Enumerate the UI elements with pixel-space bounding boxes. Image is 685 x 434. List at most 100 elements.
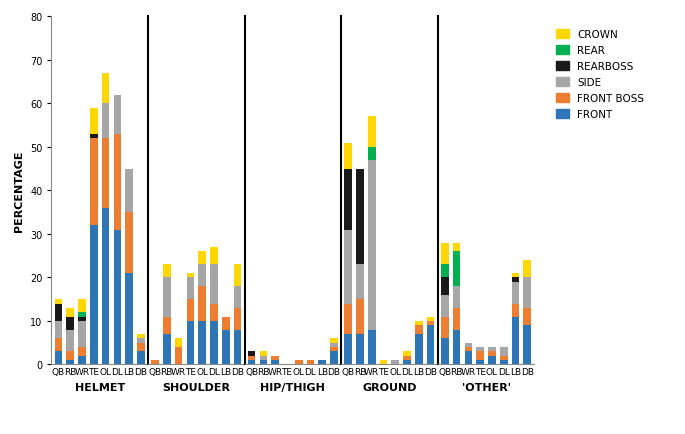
- Bar: [368, 330, 375, 365]
- Bar: [114, 135, 121, 230]
- Bar: [125, 169, 133, 213]
- Y-axis label: PERCENTAGE: PERCENTAGE: [14, 150, 25, 232]
- Bar: [55, 299, 62, 304]
- Bar: [210, 304, 218, 321]
- Bar: [163, 334, 171, 365]
- Bar: [199, 321, 206, 365]
- Bar: [55, 339, 62, 352]
- Bar: [488, 352, 496, 356]
- Bar: [151, 360, 159, 365]
- Bar: [66, 308, 74, 317]
- Bar: [476, 347, 484, 352]
- Bar: [66, 352, 74, 360]
- Bar: [102, 104, 110, 139]
- Bar: [403, 352, 411, 356]
- Bar: [441, 243, 449, 265]
- Bar: [307, 360, 314, 365]
- Bar: [500, 356, 508, 360]
- Bar: [427, 317, 434, 321]
- Bar: [464, 352, 472, 365]
- X-axis label: HELMET: HELMET: [75, 382, 125, 392]
- Bar: [271, 360, 279, 365]
- Bar: [379, 360, 387, 365]
- Bar: [453, 330, 460, 365]
- Bar: [186, 273, 194, 278]
- Bar: [78, 299, 86, 312]
- Bar: [186, 299, 194, 321]
- Bar: [441, 317, 449, 339]
- Bar: [78, 321, 86, 347]
- Bar: [368, 148, 375, 161]
- Bar: [319, 360, 326, 365]
- X-axis label: SHOULDER: SHOULDER: [162, 382, 230, 392]
- Bar: [175, 347, 182, 365]
- Bar: [199, 265, 206, 286]
- Bar: [78, 356, 86, 365]
- Bar: [186, 321, 194, 365]
- Bar: [345, 334, 352, 365]
- Legend: CROWN, REAR, REARBOSS, SIDE, FRONT BOSS, FRONT: CROWN, REAR, REARBOSS, SIDE, FRONT BOSS,…: [553, 27, 647, 123]
- Bar: [90, 139, 97, 226]
- Bar: [199, 252, 206, 265]
- Bar: [464, 343, 472, 347]
- Bar: [125, 273, 133, 365]
- Bar: [137, 352, 145, 365]
- Bar: [175, 339, 182, 347]
- Bar: [512, 282, 519, 304]
- Bar: [441, 339, 449, 365]
- Bar: [102, 139, 110, 208]
- Bar: [427, 326, 434, 365]
- Bar: [66, 330, 74, 352]
- Bar: [55, 352, 62, 365]
- Bar: [330, 339, 338, 343]
- Bar: [453, 286, 460, 308]
- Bar: [345, 169, 352, 230]
- Bar: [137, 339, 145, 343]
- Bar: [271, 356, 279, 360]
- Bar: [356, 169, 364, 265]
- Bar: [453, 243, 460, 252]
- Bar: [523, 278, 531, 308]
- Bar: [55, 304, 62, 321]
- Bar: [415, 321, 423, 326]
- Bar: [356, 265, 364, 299]
- Bar: [415, 326, 423, 334]
- Bar: [222, 317, 229, 330]
- Bar: [403, 360, 411, 365]
- Bar: [415, 334, 423, 365]
- Bar: [210, 321, 218, 365]
- X-axis label: HIP/THIGH: HIP/THIGH: [260, 382, 325, 392]
- Bar: [476, 352, 484, 360]
- Bar: [500, 347, 508, 356]
- Bar: [234, 308, 241, 330]
- Bar: [78, 317, 86, 321]
- Bar: [102, 208, 110, 365]
- Bar: [356, 299, 364, 334]
- Bar: [368, 117, 375, 148]
- Bar: [523, 308, 531, 326]
- X-axis label: GROUND: GROUND: [362, 382, 416, 392]
- Bar: [248, 352, 256, 356]
- Bar: [260, 352, 267, 356]
- Bar: [210, 265, 218, 304]
- Bar: [330, 347, 338, 352]
- Bar: [90, 226, 97, 365]
- Bar: [403, 356, 411, 360]
- Bar: [78, 347, 86, 356]
- Bar: [441, 295, 449, 317]
- Bar: [163, 278, 171, 317]
- Bar: [260, 360, 267, 365]
- Bar: [476, 360, 484, 365]
- Bar: [210, 247, 218, 265]
- Bar: [345, 230, 352, 304]
- Bar: [137, 334, 145, 339]
- Bar: [330, 343, 338, 347]
- Bar: [90, 108, 97, 135]
- Bar: [441, 265, 449, 278]
- Bar: [295, 360, 303, 365]
- Bar: [248, 360, 256, 365]
- Bar: [488, 347, 496, 352]
- Bar: [345, 304, 352, 334]
- Bar: [512, 278, 519, 282]
- Bar: [163, 317, 171, 334]
